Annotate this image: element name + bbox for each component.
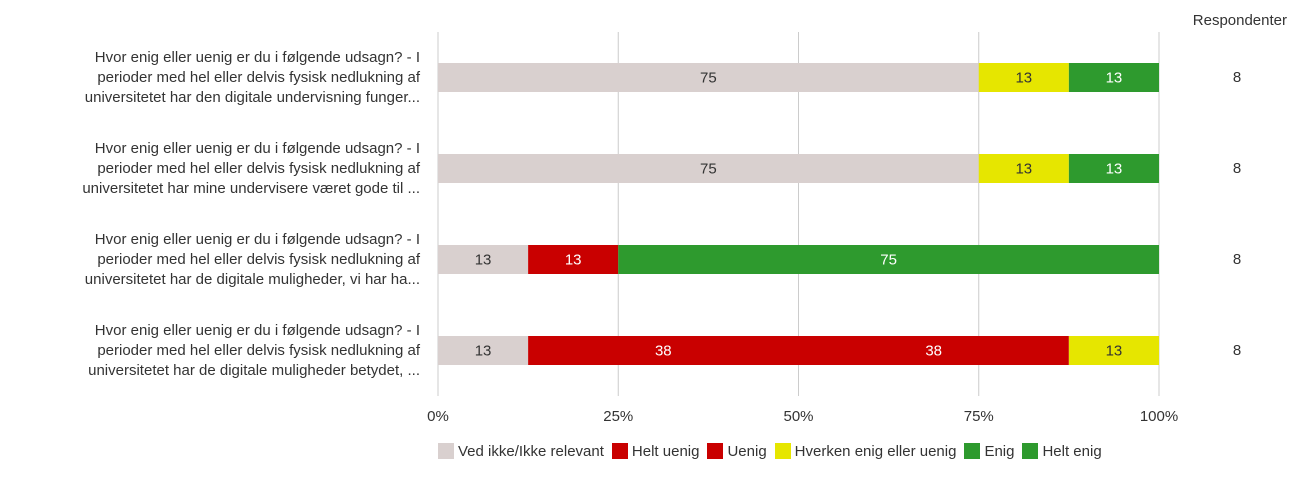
respondents-value: 8	[1232, 250, 1242, 268]
category-label: Hvor enig eller uenig er du i følgende u…	[20, 230, 420, 290]
x-tick-label: 25%	[603, 408, 633, 425]
bar-segment	[618, 245, 1159, 274]
x-tick-label: 50%	[783, 408, 813, 425]
data-label: 13	[1015, 161, 1032, 178]
data-label: 13	[565, 252, 582, 269]
data-label: 13	[1106, 161, 1123, 178]
bar-segment	[1068, 154, 1159, 183]
bar-segment	[528, 245, 619, 274]
legend-label: Enig	[984, 442, 1015, 460]
category-label-line: Hvor enig eller uenig er du i følgende u…	[94, 139, 420, 157]
legend-item: Enig	[964, 438, 1014, 464]
bar-segment	[1068, 336, 1159, 365]
data-label: 75	[700, 161, 717, 178]
data-label: 75	[880, 252, 897, 269]
legend-swatch	[964, 443, 981, 459]
respondents-value: 8	[1232, 68, 1242, 86]
legend-item: Ved ikke/Ikke relevant	[438, 438, 604, 464]
legend-swatch	[438, 443, 454, 459]
legend-item: Helt enig	[1022, 438, 1102, 464]
legend-label: Hverken enig eller uenig	[794, 442, 957, 460]
legend-label: Helt uenig	[631, 442, 700, 460]
category-label: Hvor enig eller uenig er du i følgende u…	[20, 139, 420, 199]
x-tick-label: 100%	[1140, 408, 1178, 425]
data-label: 38	[925, 343, 942, 360]
category-label-line: universitetet har den digitale undervisn…	[84, 88, 420, 106]
legend-swatch	[1022, 443, 1039, 459]
legend-swatch	[774, 443, 791, 459]
data-label: 38	[655, 343, 672, 360]
category-label-line: Hvor enig eller uenig er du i følgende u…	[94, 321, 420, 339]
legend-swatch	[611, 443, 628, 459]
category-label-line: universitetet har mine undervisere været…	[82, 179, 420, 197]
respondents-value: 8	[1232, 159, 1242, 177]
category-label-line: universitetet har de digitale muligheder…	[84, 270, 420, 288]
category-label-line: Hvor enig eller uenig er du i følgende u…	[94, 48, 420, 66]
legend-label: Helt enig	[1042, 442, 1102, 460]
bar-segment	[438, 245, 529, 274]
legend-label: Ved ikke/Ikke relevant	[458, 442, 604, 460]
x-tick-label: 0%	[427, 408, 449, 425]
chart-legend: Ved ikke/Ikke relevant Helt uenig Uenig Hve…	[438, 438, 1198, 464]
category-label-line: perioder med hel eller delvis fysisk ned…	[97, 68, 420, 86]
bar-segment	[438, 336, 529, 365]
respondents-value: 8	[1232, 341, 1242, 359]
data-label: 13	[475, 252, 492, 269]
legend-item: Helt uenig	[611, 438, 700, 464]
legend-label: Uenig	[727, 442, 767, 460]
legend-item: Hverken enig eller uenig	[774, 438, 957, 464]
bar-segment	[438, 154, 979, 183]
bar-segment	[438, 63, 979, 92]
legend-swatch	[707, 443, 724, 459]
bar-segment	[798, 336, 1069, 365]
category-label: Hvor enig eller uenig er du i følgende u…	[20, 48, 420, 108]
bar-segment	[1068, 63, 1159, 92]
bar-segment	[978, 154, 1069, 183]
x-tick-label: 75%	[964, 408, 994, 425]
data-label: 13	[475, 343, 492, 360]
category-label-line: universitetet har de digitale muligheder…	[88, 361, 420, 379]
category-label-line: perioder med hel eller delvis fysisk ned…	[97, 341, 420, 359]
data-label: 75	[700, 70, 717, 87]
category-label-line: Hvor enig eller uenig er du i følgende u…	[94, 230, 420, 248]
data-label: 13	[1106, 70, 1123, 87]
data-label: 13	[1015, 70, 1032, 87]
category-label-line: perioder med hel eller delvis fysisk ned…	[97, 159, 420, 177]
data-label: 13	[1106, 343, 1123, 360]
bar-segment	[978, 63, 1069, 92]
respondents-header: Respondenter	[1192, 12, 1287, 29]
category-label: Hvor enig eller uenig er du i følgende u…	[20, 321, 420, 381]
category-label-line: perioder med hel eller delvis fysisk ned…	[97, 250, 420, 268]
bar-segment	[528, 336, 799, 365]
legend-item: Uenig	[707, 438, 767, 464]
